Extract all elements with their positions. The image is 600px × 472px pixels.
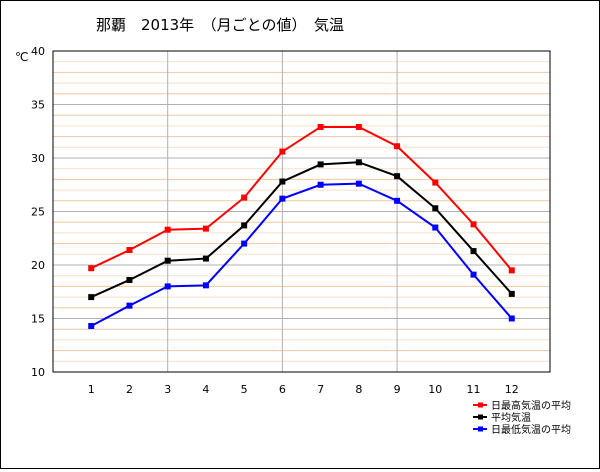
data-point [241, 222, 248, 229]
y-tick-label: 15 [31, 313, 45, 326]
data-point [317, 123, 324, 130]
x-tick-label: 6 [279, 383, 286, 396]
legend-marker [478, 414, 483, 420]
data-point [126, 247, 133, 254]
data-point [126, 302, 133, 309]
data-point [279, 178, 286, 185]
chart-title: 那覇 2013年 （月ごとの値） 気温 [96, 16, 344, 34]
x-tick-label: 2 [126, 383, 133, 396]
data-point [88, 294, 95, 301]
data-point [432, 205, 439, 212]
data-point [432, 179, 439, 186]
x-tick-label: 8 [355, 383, 362, 396]
plot-area [52, 50, 551, 373]
legend-marker [478, 426, 483, 432]
data-point [394, 173, 401, 180]
data-point [508, 315, 515, 322]
x-tick-label: 5 [241, 383, 248, 396]
legend-label-2: 平均気温 [491, 411, 531, 424]
y-tick-label: 30 [31, 152, 45, 165]
series-line-2 [90, 161, 513, 299]
y-tick-label: 25 [31, 206, 45, 219]
y-tick-label: 20 [31, 259, 45, 272]
data-point [202, 225, 209, 232]
y-tick-label: 40 [31, 45, 45, 58]
data-point [355, 180, 362, 187]
data-point [355, 123, 362, 130]
data-point [394, 143, 401, 150]
x-tick-label: 11 [467, 383, 481, 396]
data-point [88, 322, 95, 329]
data-point [432, 224, 439, 231]
data-point [241, 194, 248, 201]
data-point [317, 161, 324, 168]
data-point [470, 248, 477, 255]
data-point [164, 283, 171, 290]
legend-label-1: 日最高気温の平均 [491, 399, 571, 412]
y-tick-label: 10 [31, 366, 45, 379]
data-point [126, 276, 133, 283]
data-point [317, 181, 324, 188]
data-point [508, 290, 515, 297]
data-point [164, 257, 171, 264]
x-tick-label: 3 [164, 383, 171, 396]
data-point [470, 221, 477, 228]
data-point [279, 195, 286, 202]
data-point [164, 226, 171, 233]
legend-marker [478, 402, 483, 408]
x-tick-label: 7 [317, 383, 324, 396]
series-line-1 [90, 125, 513, 271]
data-point [279, 148, 286, 155]
data-point [241, 240, 248, 247]
x-tick-label: 4 [202, 383, 209, 396]
data-point [202, 282, 209, 289]
data-point [394, 197, 401, 204]
data-point [202, 255, 209, 262]
x-tick-label: 10 [428, 383, 442, 396]
y-tick-label: 35 [31, 99, 45, 112]
x-tick-label: 1 [88, 383, 95, 396]
data-point [88, 265, 95, 272]
data-point [355, 159, 362, 166]
data-point [470, 271, 477, 278]
data-point [508, 267, 515, 274]
y-axis-unit: ℃ [15, 50, 28, 64]
legend-label-3: 日最低気温の平均 [491, 423, 571, 436]
x-tick-label: 12 [505, 383, 519, 396]
series-line-3 [90, 182, 513, 327]
x-tick-label: 9 [394, 383, 401, 396]
